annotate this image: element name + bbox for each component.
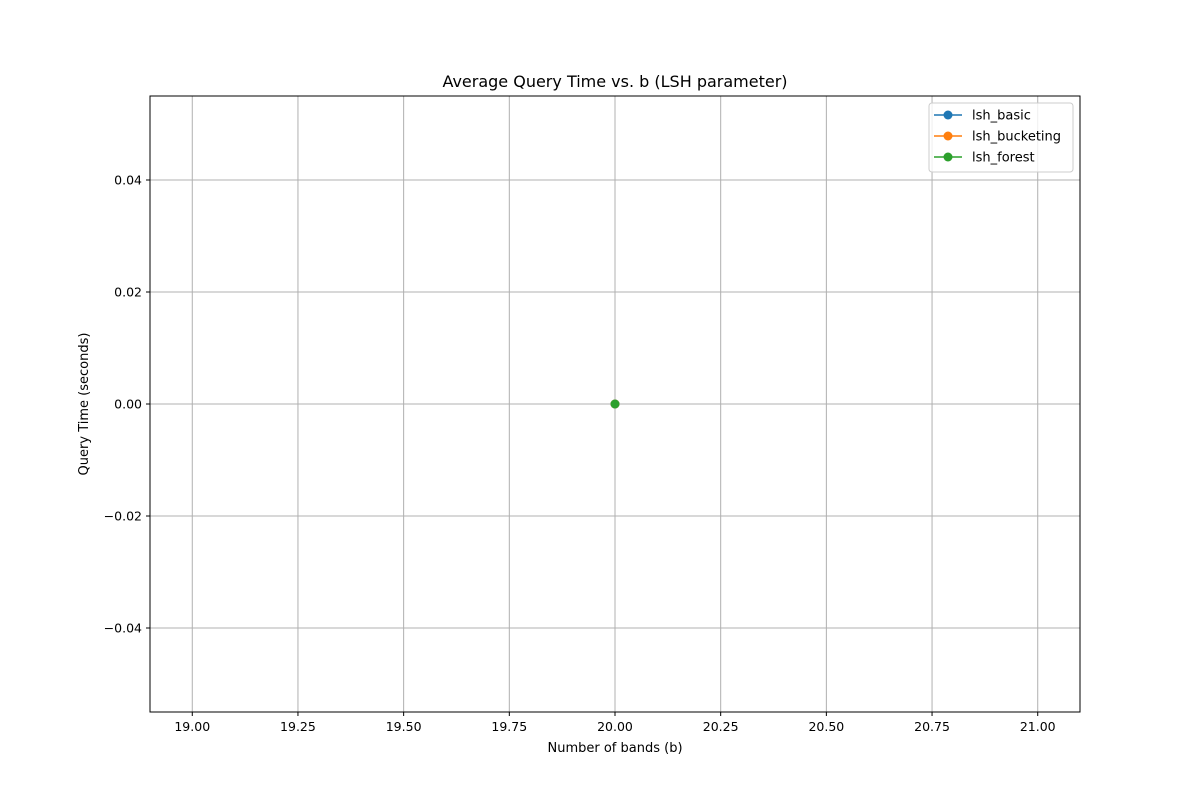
legend-label: lsh_forest — [972, 151, 1035, 166]
x-tick-label: 20.50 — [808, 719, 844, 734]
legend-item-lsh_bucketing: lsh_bucketing — [934, 130, 1061, 145]
legend-item-lsh_forest: lsh_forest — [934, 151, 1035, 166]
legend-marker — [943, 152, 953, 162]
legend-label: lsh_basic — [972, 109, 1031, 124]
legend: lsh_basic lsh_bucketing lsh_forest — [928, 102, 1074, 173]
y-tick-label: 0.02 — [114, 285, 142, 300]
x-tick-label: 20.25 — [703, 719, 739, 734]
axis-ticks: 19.00 19.25 19.50 19.75 20.00 20.25 20.50 20.75… — [104, 173, 1056, 735]
series-lsh_forest — [610, 399, 620, 409]
legend-marker — [943, 110, 953, 120]
x-tick-label: 21.00 — [1020, 719, 1056, 734]
y-tick-label: 0.00 — [114, 397, 142, 412]
y-tick-label: −0.02 — [104, 509, 142, 524]
y-tick-label: 0.04 — [114, 173, 142, 188]
chart-title: Average Query Time vs. b (LSH parameter) — [442, 72, 787, 91]
x-tick-label: 19.00 — [174, 719, 210, 734]
y-axis-label: Query Time (seconds) — [77, 333, 92, 476]
x-tick-label: 19.50 — [386, 719, 422, 734]
x-tick-label: 20.00 — [597, 719, 633, 734]
plot-series — [610, 399, 620, 409]
legend-item-lsh_basic: lsh_basic — [934, 109, 1031, 124]
x-tick-label: 20.75 — [914, 719, 950, 734]
legend-label: lsh_bucketing — [972, 130, 1061, 145]
grid — [150, 96, 1080, 712]
data-point — [610, 399, 620, 409]
x-tick-label: 19.75 — [491, 719, 527, 734]
legend-box — [928, 102, 1074, 173]
legend-marker — [943, 131, 953, 141]
y-tick-label: −0.04 — [104, 621, 142, 636]
x-axis-label: Number of bands (b) — [547, 741, 682, 756]
x-tick-label: 19.25 — [280, 719, 316, 734]
